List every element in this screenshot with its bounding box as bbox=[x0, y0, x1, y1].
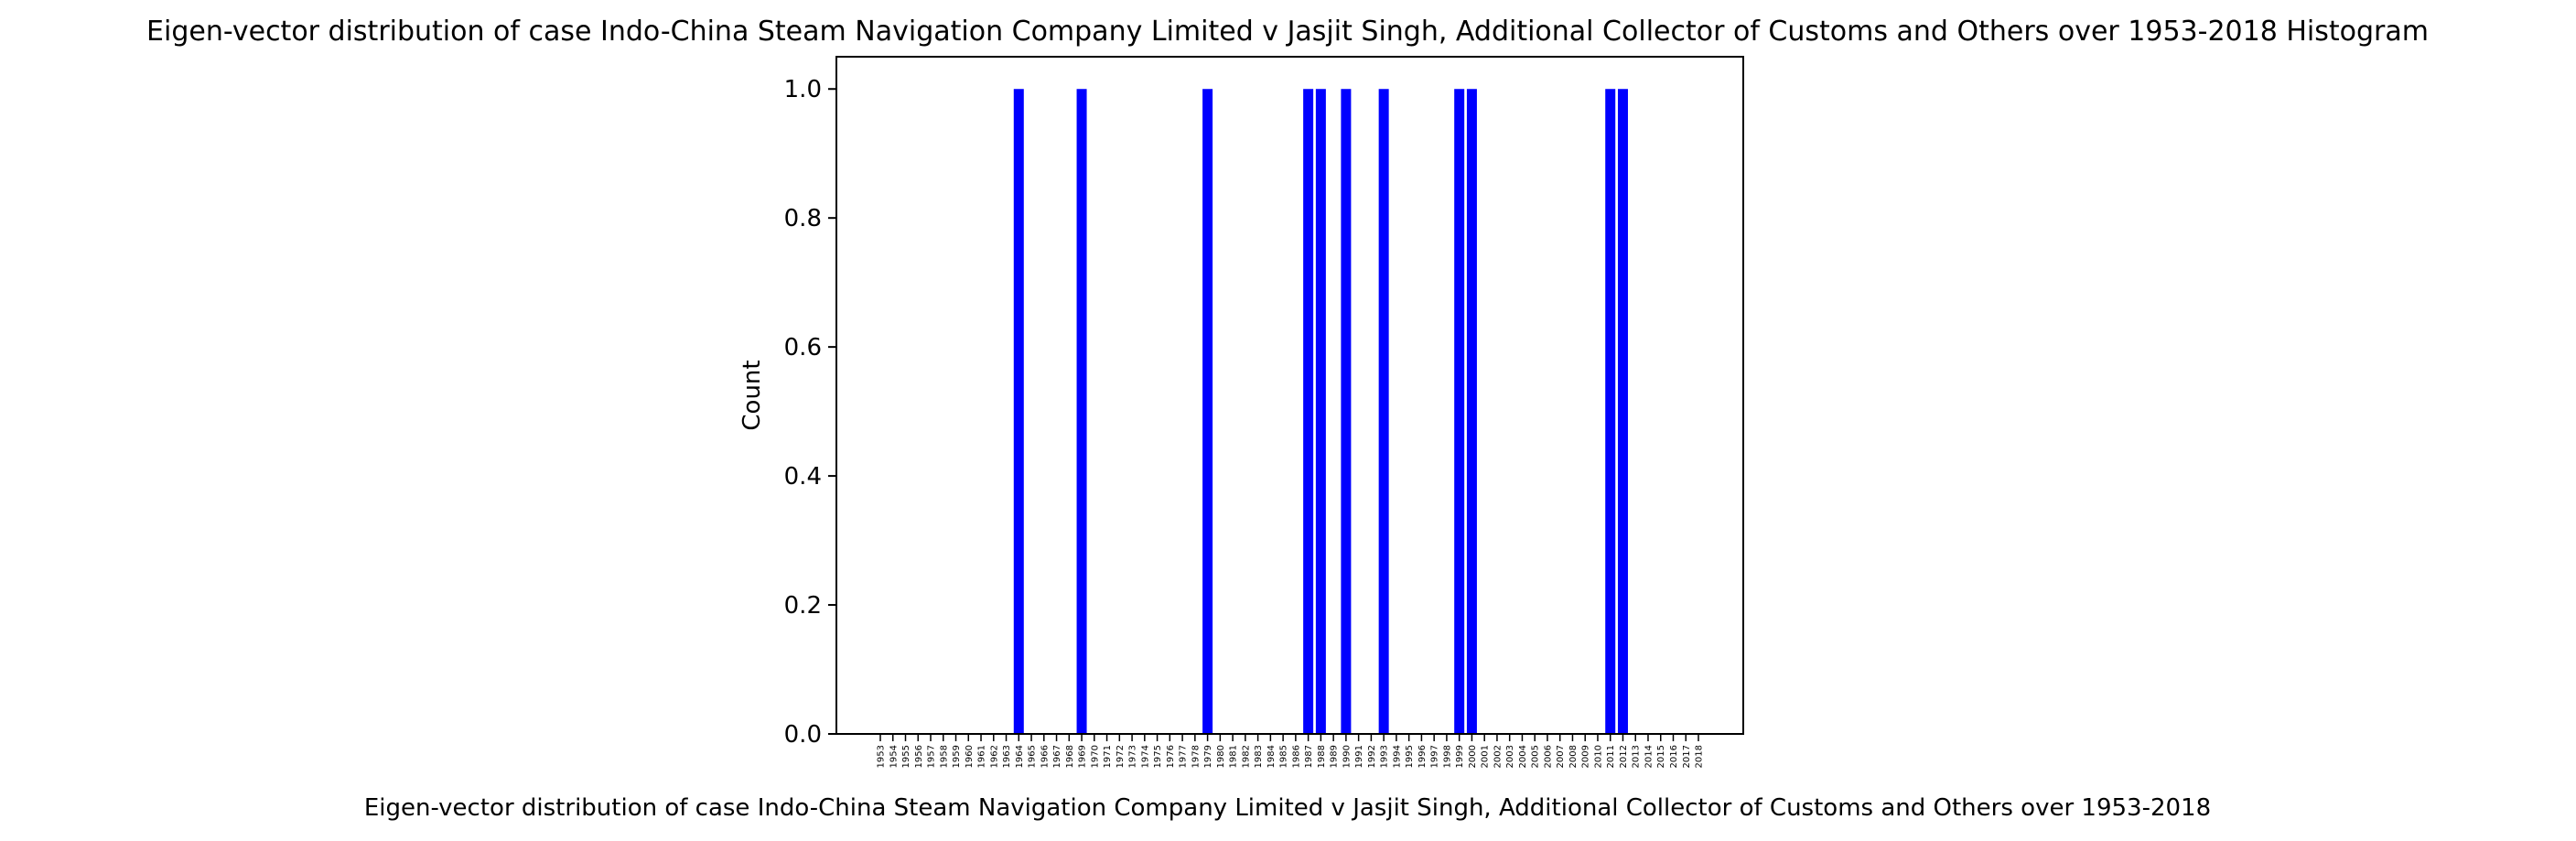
bar-1988 bbox=[1315, 89, 1326, 735]
x-tick-label: 2014 bbox=[1644, 745, 1654, 768]
x-tick-label: 2003 bbox=[1505, 745, 1515, 768]
bar-1990 bbox=[1341, 89, 1352, 735]
x-tick-label: 1981 bbox=[1229, 745, 1239, 768]
x-tick-label: 1966 bbox=[1040, 745, 1050, 768]
x-tick-label: 1962 bbox=[989, 745, 999, 768]
x-tick-label: 1972 bbox=[1116, 745, 1126, 768]
x-tick-label: 1985 bbox=[1279, 745, 1289, 768]
bar-2000 bbox=[1466, 89, 1477, 735]
bar-2011 bbox=[1605, 89, 1616, 735]
x-tick-label: 1976 bbox=[1166, 745, 1176, 768]
x-tick-label: 1975 bbox=[1153, 745, 1163, 768]
x-tick-label: 2011 bbox=[1606, 745, 1616, 768]
x-axis: 1953 1954 1955 1956 1957 1958 1959 1960 1961 1962… bbox=[877, 734, 1705, 768]
chart-title: Eigen-vector distribution of case Indo-C… bbox=[146, 16, 2429, 48]
y-tick-label: 0.4 bbox=[784, 463, 822, 491]
x-tick-label: 1957 bbox=[927, 745, 937, 768]
x-tick-label: 1989 bbox=[1330, 745, 1340, 768]
x-tick-label: 1961 bbox=[977, 745, 987, 768]
x-tick-label: 2006 bbox=[1543, 745, 1553, 768]
x-tick-label: 1980 bbox=[1216, 745, 1226, 768]
x-tick-label: 2005 bbox=[1531, 745, 1541, 768]
bars-group bbox=[1013, 89, 1628, 735]
x-tick-label: 1982 bbox=[1241, 745, 1251, 768]
x-tick-label: 1953 bbox=[877, 745, 887, 768]
bar-1987 bbox=[1303, 89, 1314, 735]
x-tick-label: 1970 bbox=[1090, 745, 1100, 768]
x-tick-label: 1999 bbox=[1455, 745, 1465, 768]
x-tick-label: 1967 bbox=[1052, 745, 1062, 768]
x-tick-label: 1997 bbox=[1430, 745, 1440, 768]
bar-1969 bbox=[1076, 89, 1087, 735]
x-tick-label: 1965 bbox=[1028, 745, 1038, 768]
x-tick-label: 2015 bbox=[1656, 745, 1666, 768]
x-tick-label: 2009 bbox=[1581, 745, 1591, 768]
x-tick-label: 1986 bbox=[1291, 745, 1301, 768]
x-tick-label: 2004 bbox=[1518, 745, 1528, 768]
x-tick-label: 1963 bbox=[1002, 745, 1012, 768]
x-tick-label: 2007 bbox=[1556, 745, 1566, 768]
x-tick-label: 1969 bbox=[1078, 745, 1088, 768]
x-tick-label: 2002 bbox=[1493, 745, 1503, 768]
y-tick-label: 0.8 bbox=[784, 205, 822, 232]
x-tick-label: 1956 bbox=[914, 745, 924, 768]
x-tick-label: 1968 bbox=[1065, 745, 1075, 768]
bar-1993 bbox=[1378, 89, 1389, 735]
x-tick-label: 2013 bbox=[1632, 745, 1642, 768]
x-tick-label: 1960 bbox=[965, 745, 975, 768]
x-tick-label: 2016 bbox=[1669, 745, 1679, 768]
x-tick-label: 1996 bbox=[1417, 745, 1428, 768]
x-tick-label: 1993 bbox=[1380, 745, 1390, 768]
x-tick-label: 1964 bbox=[1015, 745, 1025, 768]
x-tick-label: 2008 bbox=[1568, 745, 1579, 768]
x-tick-label: 1971 bbox=[1103, 745, 1113, 768]
x-tick-label: 1988 bbox=[1317, 745, 1327, 768]
x-tick-label: 1991 bbox=[1354, 745, 1364, 768]
y-tick-label: 0.0 bbox=[784, 721, 822, 749]
y-tick-label: 1.0 bbox=[784, 76, 822, 103]
x-tick-label: 1983 bbox=[1254, 745, 1264, 768]
x-tick-label: 2017 bbox=[1682, 745, 1692, 768]
x-tick-label: 2001 bbox=[1481, 745, 1491, 768]
x-tick-label: 1995 bbox=[1405, 745, 1415, 768]
x-tick-label: 1979 bbox=[1203, 745, 1213, 768]
x-tick-label: 1958 bbox=[939, 745, 949, 768]
x-tick-label: 1992 bbox=[1367, 745, 1377, 768]
x-tick-label: 1977 bbox=[1179, 745, 1189, 768]
x-tick-label: 1987 bbox=[1304, 745, 1314, 768]
x-tick-label: 1955 bbox=[901, 745, 911, 768]
y-tick-label: 0.6 bbox=[784, 334, 822, 361]
x-tick-label: 1984 bbox=[1266, 745, 1277, 768]
x-tick-label: 1978 bbox=[1191, 745, 1201, 768]
y-axis-label: Count bbox=[738, 360, 766, 430]
y-axis: 0.0 0.2 0.4 0.6 0.8 1.0 bbox=[784, 76, 836, 749]
bar-1964 bbox=[1013, 89, 1024, 735]
x-tick-label: 2000 bbox=[1468, 745, 1478, 768]
x-tick-label: 1998 bbox=[1442, 745, 1452, 768]
bar-2012 bbox=[1617, 89, 1628, 735]
x-tick-label: 1974 bbox=[1140, 745, 1150, 768]
x-tick-label: 2010 bbox=[1593, 745, 1603, 768]
bar-1999 bbox=[1454, 89, 1465, 735]
x-tick-label: 2012 bbox=[1619, 745, 1629, 768]
plot-frame bbox=[835, 56, 1744, 735]
y-tick-label: 0.2 bbox=[784, 592, 822, 620]
bar-1979 bbox=[1202, 89, 1213, 735]
x-axis-label: Eigen-vector distribution of case Indo-C… bbox=[364, 794, 2211, 822]
x-tick-label: 1959 bbox=[952, 745, 962, 768]
x-tick-label: 1973 bbox=[1128, 745, 1138, 768]
x-tick-label: 1994 bbox=[1392, 745, 1402, 768]
x-tick-label: 2018 bbox=[1695, 745, 1705, 768]
x-tick-label: 1954 bbox=[889, 745, 899, 768]
x-tick-label: 1990 bbox=[1342, 745, 1352, 768]
